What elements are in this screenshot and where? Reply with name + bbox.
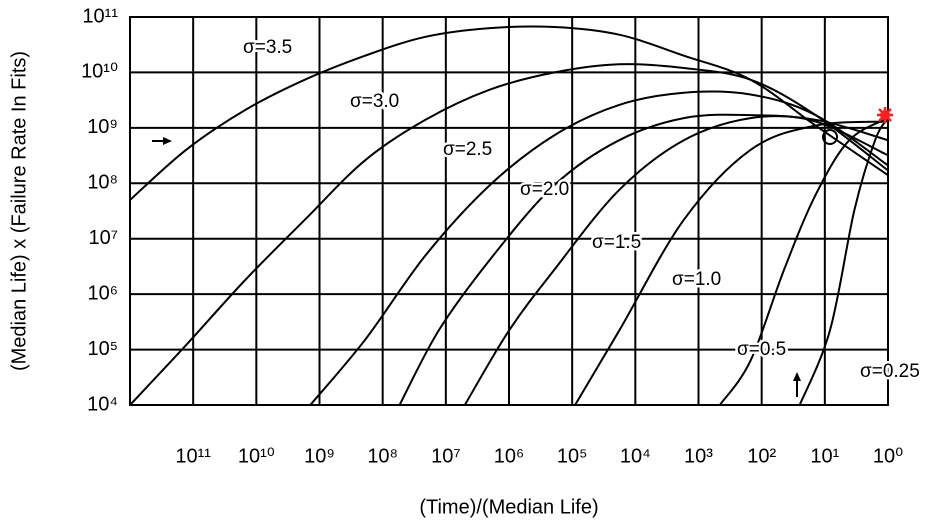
y-tick-label: 10¹⁰	[81, 61, 118, 83]
y-axis-label: (Median Life) x (Failure Rate In Fits)	[8, 51, 30, 371]
x-tick-label: 10⁸	[367, 445, 398, 467]
x-tick-label: 10⁶	[494, 445, 524, 467]
marker-circle	[822, 129, 838, 145]
series-label: σ=3.5	[243, 37, 292, 58]
x-tick-label: 10⁵	[557, 445, 588, 467]
x-tick-label: 10¹¹	[175, 445, 211, 467]
x-tick-label: 10¹⁰	[238, 445, 275, 467]
x-tick-label: 10³	[684, 445, 713, 467]
red-star	[877, 107, 893, 123]
y-tick-label: 10¹¹	[82, 5, 118, 27]
y-tick-label: 10⁷	[89, 227, 118, 249]
series-label: σ=1.5	[592, 232, 641, 253]
plot: 10⁴ 10⁵ 10⁶ 10⁷ 10⁸ 10⁹ 10¹⁰ 10¹¹ 10¹¹ 10¹⁰ 10⁹ 10⁸…	[81, 5, 922, 467]
curve	[798, 117, 889, 406]
x-tick-label: 10¹	[810, 445, 839, 467]
y-tick-label: 10⁸	[87, 172, 118, 194]
x-axis-label: (Time)/(Median Life)	[419, 496, 598, 518]
series-label: σ=0.5	[737, 339, 786, 360]
x-tick-label: 10⁰	[873, 445, 903, 467]
annotations	[152, 107, 893, 397]
x-tick-label: 10⁴	[620, 445, 651, 467]
series-label: σ=2.0	[520, 179, 569, 200]
series-label: σ=3.0	[350, 91, 399, 112]
series-label: σ=2.5	[443, 139, 492, 160]
arrow-head	[163, 137, 172, 145]
arrow-head	[793, 372, 801, 381]
curve	[574, 120, 889, 406]
series-label: σ=0.25	[860, 361, 920, 382]
series-label: σ=1.0	[672, 269, 721, 290]
y-tick-label: 10⁶	[88, 282, 118, 304]
x-tick-label: 10⁹	[304, 445, 335, 467]
x-tick-label: 10⁷	[431, 445, 460, 467]
y-tick-label: 10⁵	[87, 338, 118, 360]
y-tick-label: 10⁴	[87, 393, 118, 415]
x-tick-label: 10²	[747, 445, 776, 467]
curve	[718, 117, 889, 406]
curve	[129, 63, 889, 406]
y-tick-label: 10⁹	[87, 116, 118, 138]
curve	[309, 90, 889, 406]
curve	[463, 115, 889, 406]
